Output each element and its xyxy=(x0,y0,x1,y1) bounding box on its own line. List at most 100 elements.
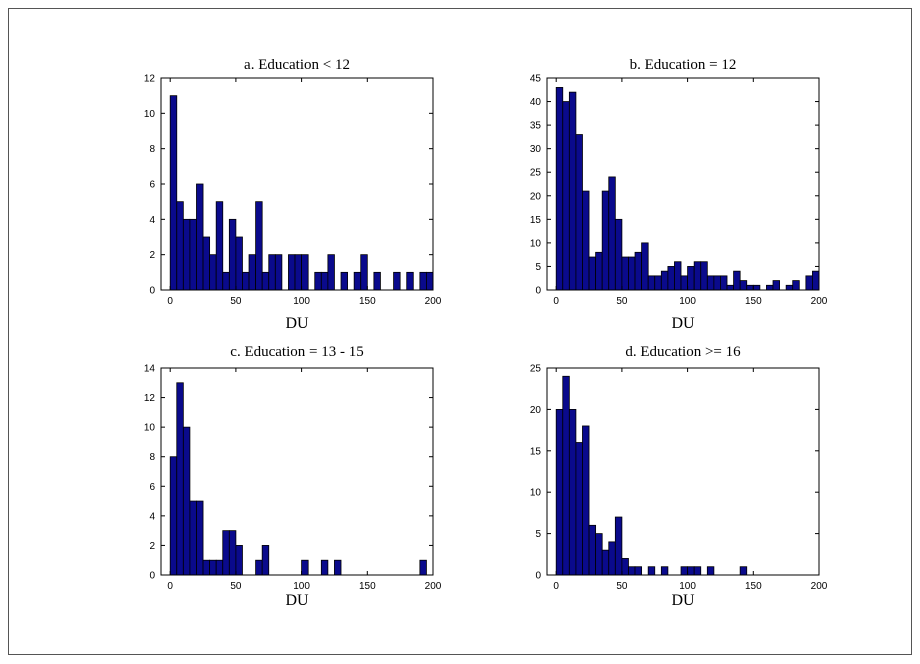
y-tick-label: 4 xyxy=(149,215,155,226)
histogram-bar xyxy=(805,275,813,291)
y-tick-label: 6 xyxy=(149,482,155,493)
x-tick-label: 50 xyxy=(230,296,242,307)
histogram-bar xyxy=(588,524,597,576)
x-tick-label: 0 xyxy=(553,296,559,307)
histogram-bar xyxy=(274,254,283,291)
y-tick-label: 35 xyxy=(530,121,542,132)
y-tick-label: 0 xyxy=(149,571,155,582)
histogram-bar xyxy=(562,101,570,291)
y-tick-label: 10 xyxy=(144,109,156,120)
histogram-bar xyxy=(228,530,237,576)
histogram-bar xyxy=(660,566,669,576)
histogram-bar xyxy=(614,218,623,291)
bars-group xyxy=(169,382,427,576)
histogram-bar xyxy=(314,271,322,291)
histogram-bar xyxy=(222,271,230,291)
histogram-bar xyxy=(393,271,401,291)
histogram-bar xyxy=(268,254,276,291)
histogram-bar xyxy=(189,500,197,576)
axes-box xyxy=(546,77,820,291)
histogram-bar xyxy=(209,559,217,576)
panel-title: c. Education = 13 - 15 xyxy=(230,344,363,360)
y-tick-label: 10 xyxy=(144,423,156,434)
histogram-bar xyxy=(568,91,577,291)
histogram-panel-d: d. Education >= 16 DU 0 50 100 150 200 0 5 10 15… xyxy=(530,344,828,609)
histogram-bar xyxy=(680,275,688,291)
histogram-bar xyxy=(360,254,368,291)
histogram-panel-c: c. Education = 13 - 15 DU 0 50 100 150 200 0 2… xyxy=(144,344,442,609)
histogram-bar xyxy=(601,549,610,576)
histogram-bar xyxy=(555,409,564,576)
y-tick-label: 0 xyxy=(535,571,541,582)
histogram-bar xyxy=(746,284,754,291)
x-tick-label: 100 xyxy=(293,296,310,307)
y-tick-label: 12 xyxy=(144,393,156,404)
histogram-bar xyxy=(294,254,302,291)
histogram-bar xyxy=(555,87,564,291)
histogram-bar xyxy=(706,566,715,576)
x-tick-label: 200 xyxy=(425,296,442,307)
histogram-bar xyxy=(419,559,427,576)
histogram-bar xyxy=(772,280,780,291)
y-tick-label: 2 xyxy=(149,541,155,552)
histogram-bar xyxy=(812,270,820,291)
x-tick-label: 50 xyxy=(230,581,242,592)
histogram-bar xyxy=(419,271,427,291)
y-tick-label: 10 xyxy=(530,488,542,499)
y-tick-label: 10 xyxy=(530,238,542,249)
y-tick-label: 20 xyxy=(530,405,542,416)
histogram-bar xyxy=(641,242,649,291)
x-tick-label: 0 xyxy=(167,296,173,307)
histogram-bar xyxy=(301,559,309,576)
y-tick-label: 14 xyxy=(144,364,156,375)
x-tick-label: 200 xyxy=(811,581,828,592)
histogram-bar xyxy=(693,261,702,291)
histogram-bar xyxy=(575,442,583,576)
panel-title: a. Education < 12 xyxy=(244,57,350,73)
x-tick-label: 200 xyxy=(811,296,828,307)
histogram-bar xyxy=(687,266,695,291)
figure-frame xyxy=(8,8,912,655)
histogram-bar xyxy=(327,254,335,291)
y-tick-label: 15 xyxy=(530,446,542,457)
histogram-bar xyxy=(726,284,734,291)
histogram-bar xyxy=(288,254,296,291)
histogram-bar xyxy=(255,559,263,576)
histogram-bar xyxy=(562,375,570,576)
histogram-bar xyxy=(373,271,381,291)
histogram-bar xyxy=(189,218,197,291)
histogram-bar xyxy=(739,566,748,576)
x-tick-label: 50 xyxy=(616,296,628,307)
histogram-bar xyxy=(582,425,590,576)
histogram-bar xyxy=(647,566,656,576)
histogram-bar xyxy=(320,559,329,576)
y-tick-label: 25 xyxy=(530,168,542,179)
axes-box xyxy=(546,367,820,576)
histogram-bar xyxy=(209,254,217,291)
y-tick-label: 0 xyxy=(149,286,155,297)
x-tick-label: 200 xyxy=(425,581,442,592)
histogram-bar xyxy=(340,271,348,291)
histogram-bar xyxy=(647,275,656,291)
y-tick-label: 30 xyxy=(530,144,542,155)
histogram-bar xyxy=(575,134,583,291)
x-tick-label: 100 xyxy=(679,296,696,307)
x-tick-label: 0 xyxy=(167,581,173,592)
x-tick-label: 150 xyxy=(359,296,376,307)
bars-group xyxy=(555,375,748,576)
y-tick-label: 6 xyxy=(149,180,155,191)
histogram-bar xyxy=(733,270,741,291)
histogram-bar xyxy=(182,218,191,291)
bars-group xyxy=(169,95,434,291)
histogram-bar xyxy=(334,559,342,576)
histogram-bar xyxy=(766,284,774,291)
histogram-bar xyxy=(582,190,590,291)
y-tick-label: 2 xyxy=(149,250,155,261)
histogram-bar xyxy=(621,256,629,291)
y-tick-label: 5 xyxy=(535,262,541,273)
histogram-bar xyxy=(687,566,695,576)
histogram-bar xyxy=(353,271,362,291)
histogram-bar xyxy=(406,271,414,291)
histogram-bar xyxy=(785,284,794,291)
